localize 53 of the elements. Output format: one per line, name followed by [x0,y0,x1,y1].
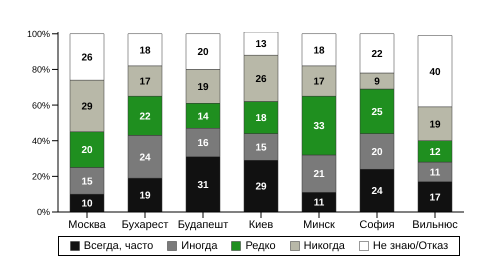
data-label: 17 [313,76,325,88]
data-label: 29 [255,182,267,193]
data-label: 20 [81,145,93,156]
legend-label: Всегда, часто [84,240,154,252]
data-label: 26 [255,74,267,85]
x-tick-label: Киев [248,218,274,231]
data-label: 17 [429,192,441,204]
x-tick-label: Вильнюс [412,218,458,231]
data-label: 11 [314,198,325,209]
x-tick-label: София [359,218,395,231]
x-tick-label: Будапешт [178,218,228,231]
data-label: 18 [255,113,267,124]
data-label: 21 [313,169,325,180]
data-label: 24 [371,186,383,198]
data-label: 31 [197,180,209,191]
data-label: 20 [371,146,383,158]
y-tick-label: 0% [36,207,50,218]
x-tick-label: Бухарест [122,218,168,231]
data-label: 11 [430,167,441,178]
data-label: 12 [429,146,441,158]
data-label: 16 [197,138,209,150]
data-label: 33 [313,121,325,132]
data-label: 18 [139,45,151,56]
data-label: 9 [374,76,380,88]
y-tick-label: 20% [32,172,50,182]
y-tick-label: 100% [26,28,50,39]
data-label: 17 [139,76,151,88]
data-label: 26 [81,52,93,64]
legend-label: Иногда [181,240,218,252]
data-label: 40 [429,66,441,78]
data-label: 13 [255,39,267,50]
data-label: 20 [197,47,209,58]
data-label: 15 [255,142,267,154]
data-label: 19 [197,82,209,93]
data-label: 22 [139,111,151,122]
x-tick-label: Минск [303,218,336,231]
y-tick-label: 60% [32,100,50,110]
x-tick-label: Москва [68,218,107,231]
data-label: 22 [371,48,383,60]
data-label: 29 [81,102,93,113]
data-label: 19 [429,119,441,130]
data-label: 15 [81,176,93,188]
data-label: 24 [139,152,151,164]
data-label: 14 [197,111,209,122]
legend-label: Никогда [304,240,345,252]
legend-label: Редко [245,240,276,252]
data-label: 25 [371,106,383,118]
y-tick-label: 40% [32,136,50,146]
data-label: 19 [139,190,151,202]
legend-label: Не знаю/Отказ [372,240,448,252]
y-tick-label: 80% [32,64,50,75]
data-label: 18 [313,45,325,56]
data-label: 10 [81,198,93,210]
